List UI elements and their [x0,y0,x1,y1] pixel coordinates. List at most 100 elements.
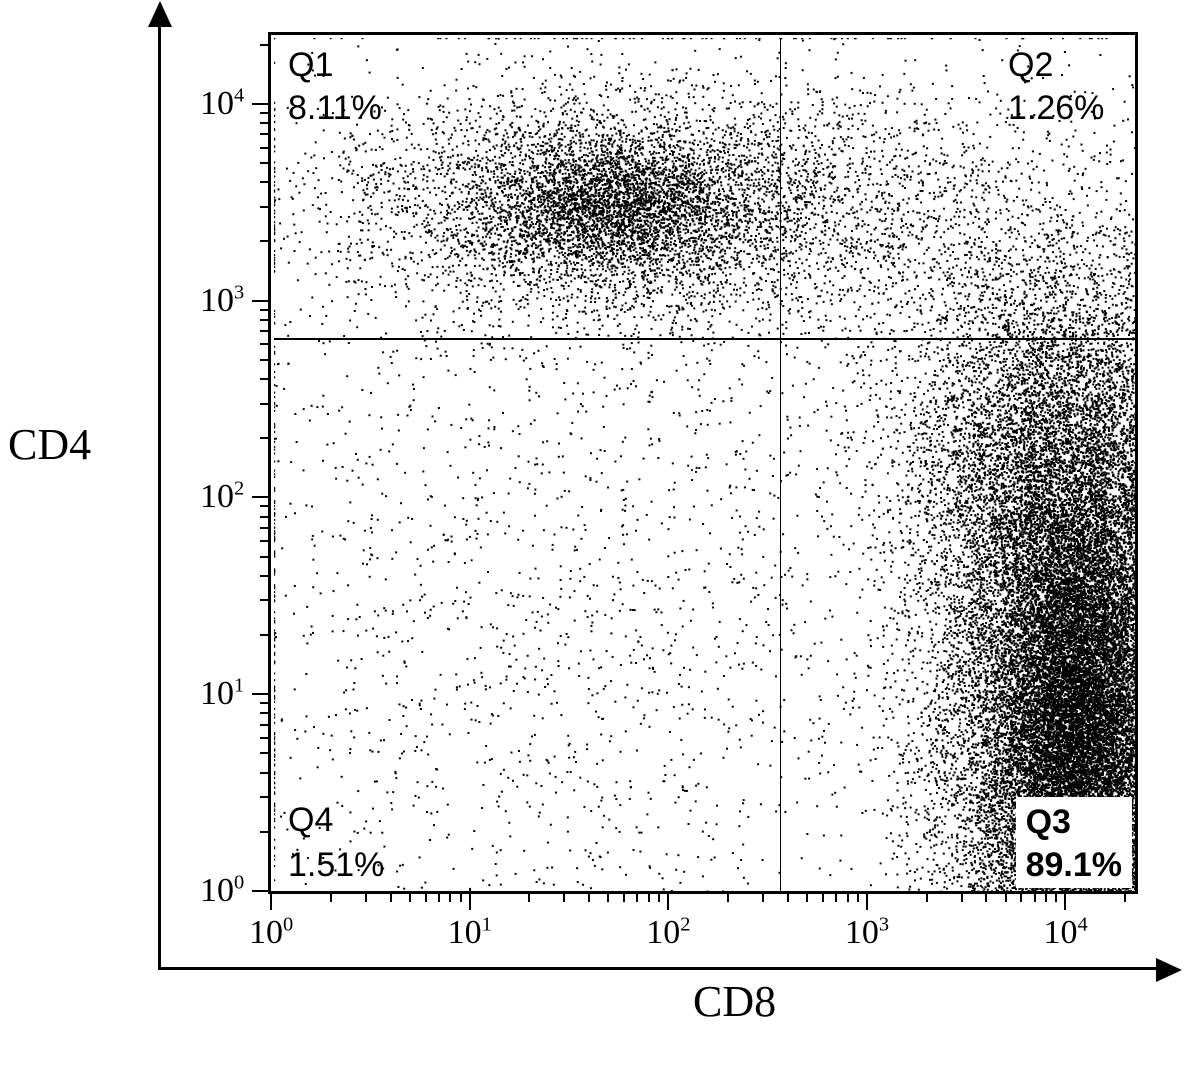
axis-tick [260,240,268,242]
axis-tick [1045,894,1047,902]
axis-tick [260,737,268,739]
quadrant-line-vertical [780,38,782,894]
axis-tick [460,894,462,902]
axis-tick [390,894,392,902]
axis-tick-label: 101 [200,675,244,713]
axis-tick [260,403,268,405]
quadrant-q2-name: Q2 [1008,46,1053,85]
axis-tick [667,894,669,910]
axis-tick [260,772,268,774]
axis-tick [252,890,268,892]
axis-tick [260,634,268,636]
chart-container: Q1 8.11% Q2 1.26% Q3 89.1% Q4 1.51% CD8 … [0,0,1199,1079]
axis-tick-label: 104 [1043,914,1087,952]
axis-tick [260,752,268,754]
axis-tick [260,343,268,345]
axis-tick [866,894,868,910]
axis-tick [260,330,268,332]
axis-tick [409,894,411,902]
axis-tick [588,894,590,902]
axis-tick [260,724,268,726]
quadrant-q4-percent: 1.51% [288,846,384,885]
axis-tick [260,44,268,46]
axis-tick [260,702,268,704]
axis-tick [260,206,268,208]
axis-tick [252,300,268,302]
axis-tick [365,894,367,902]
quadrant-q2-percent: 1.26% [1008,89,1104,128]
axis-tick [260,162,268,164]
axis-tick [260,831,268,833]
axis-tick [607,894,609,902]
axis-tick [1034,894,1036,902]
axis-tick [260,505,268,507]
axis-tick [449,894,451,902]
axis-tick [260,575,268,577]
axis-tick [260,516,268,518]
axis-tick [1064,894,1066,910]
axis-tick [260,147,268,149]
axis-tick [623,894,625,902]
quadrant-line-horizontal [274,338,1138,340]
axis-tick [330,894,332,902]
axis-tick [985,894,987,902]
scatter-points [274,38,1138,894]
axis-tick [1055,894,1057,902]
axis-tick [1020,894,1022,902]
x-axis-label: CD8 [693,976,776,1027]
axis-tick [260,437,268,439]
quadrant-q1-percent: 8.11% [288,89,382,128]
axis-tick-label: 102 [200,478,244,516]
axis-tick [260,309,268,311]
axis-tick [961,894,963,902]
axis-tick-label: 104 [200,85,244,123]
axis-tick-label: 100 [249,914,293,952]
axis-tick [563,894,565,902]
x-axis-arrow-icon [1156,956,1184,984]
axis-tick [270,894,272,910]
axis-tick [822,894,824,902]
axis-tick [260,112,268,114]
axis-tick [528,894,530,902]
axis-tick [260,359,268,361]
axis-tick [252,103,268,105]
axis-tick [469,894,471,910]
axis-tick [806,894,808,902]
y-axis-label: CD4 [8,419,91,470]
axis-tick-label: 103 [200,282,244,320]
axis-tick [727,894,729,902]
axis-tick [787,894,789,902]
axis-tick [260,527,268,529]
plot-inner-frame: Q1 8.11% Q2 1.26% Q3 89.1% Q4 1.51% [268,32,1138,894]
axis-tick [835,894,837,902]
y-axis-arrow-icon [146,0,174,27]
axis-tick-label: 100 [200,872,244,910]
axis-tick-label: 101 [448,914,492,952]
axis-tick [648,894,650,902]
axis-tick [857,894,859,902]
axis-tick [1005,894,1007,902]
axis-tick [1124,894,1126,902]
axis-tick [260,133,268,135]
axis-tick [847,894,849,902]
axis-tick-label: 103 [845,914,889,952]
quadrant-q3-name: Q3 [1026,801,1122,844]
axis-tick [260,319,268,321]
axis-tick [260,122,268,124]
axis-tick [658,894,660,902]
axis-tick [425,894,427,902]
axis-tick [252,496,268,498]
axis-tick [260,599,268,601]
axis-tick [260,796,268,798]
axis-tick [260,181,268,183]
axis-tick [260,378,268,380]
quadrant-q1-name: Q1 [288,46,333,85]
axis-tick [762,894,764,902]
quadrant-q3-box: Q3 89.1% [1016,797,1132,888]
axis-tick [260,712,268,714]
quadrant-q3-percent: 89.1% [1026,844,1122,887]
axis-tick [252,693,268,695]
axis-tick [438,894,440,902]
axis-tick-label: 102 [646,914,690,952]
axis-tick [636,894,638,902]
